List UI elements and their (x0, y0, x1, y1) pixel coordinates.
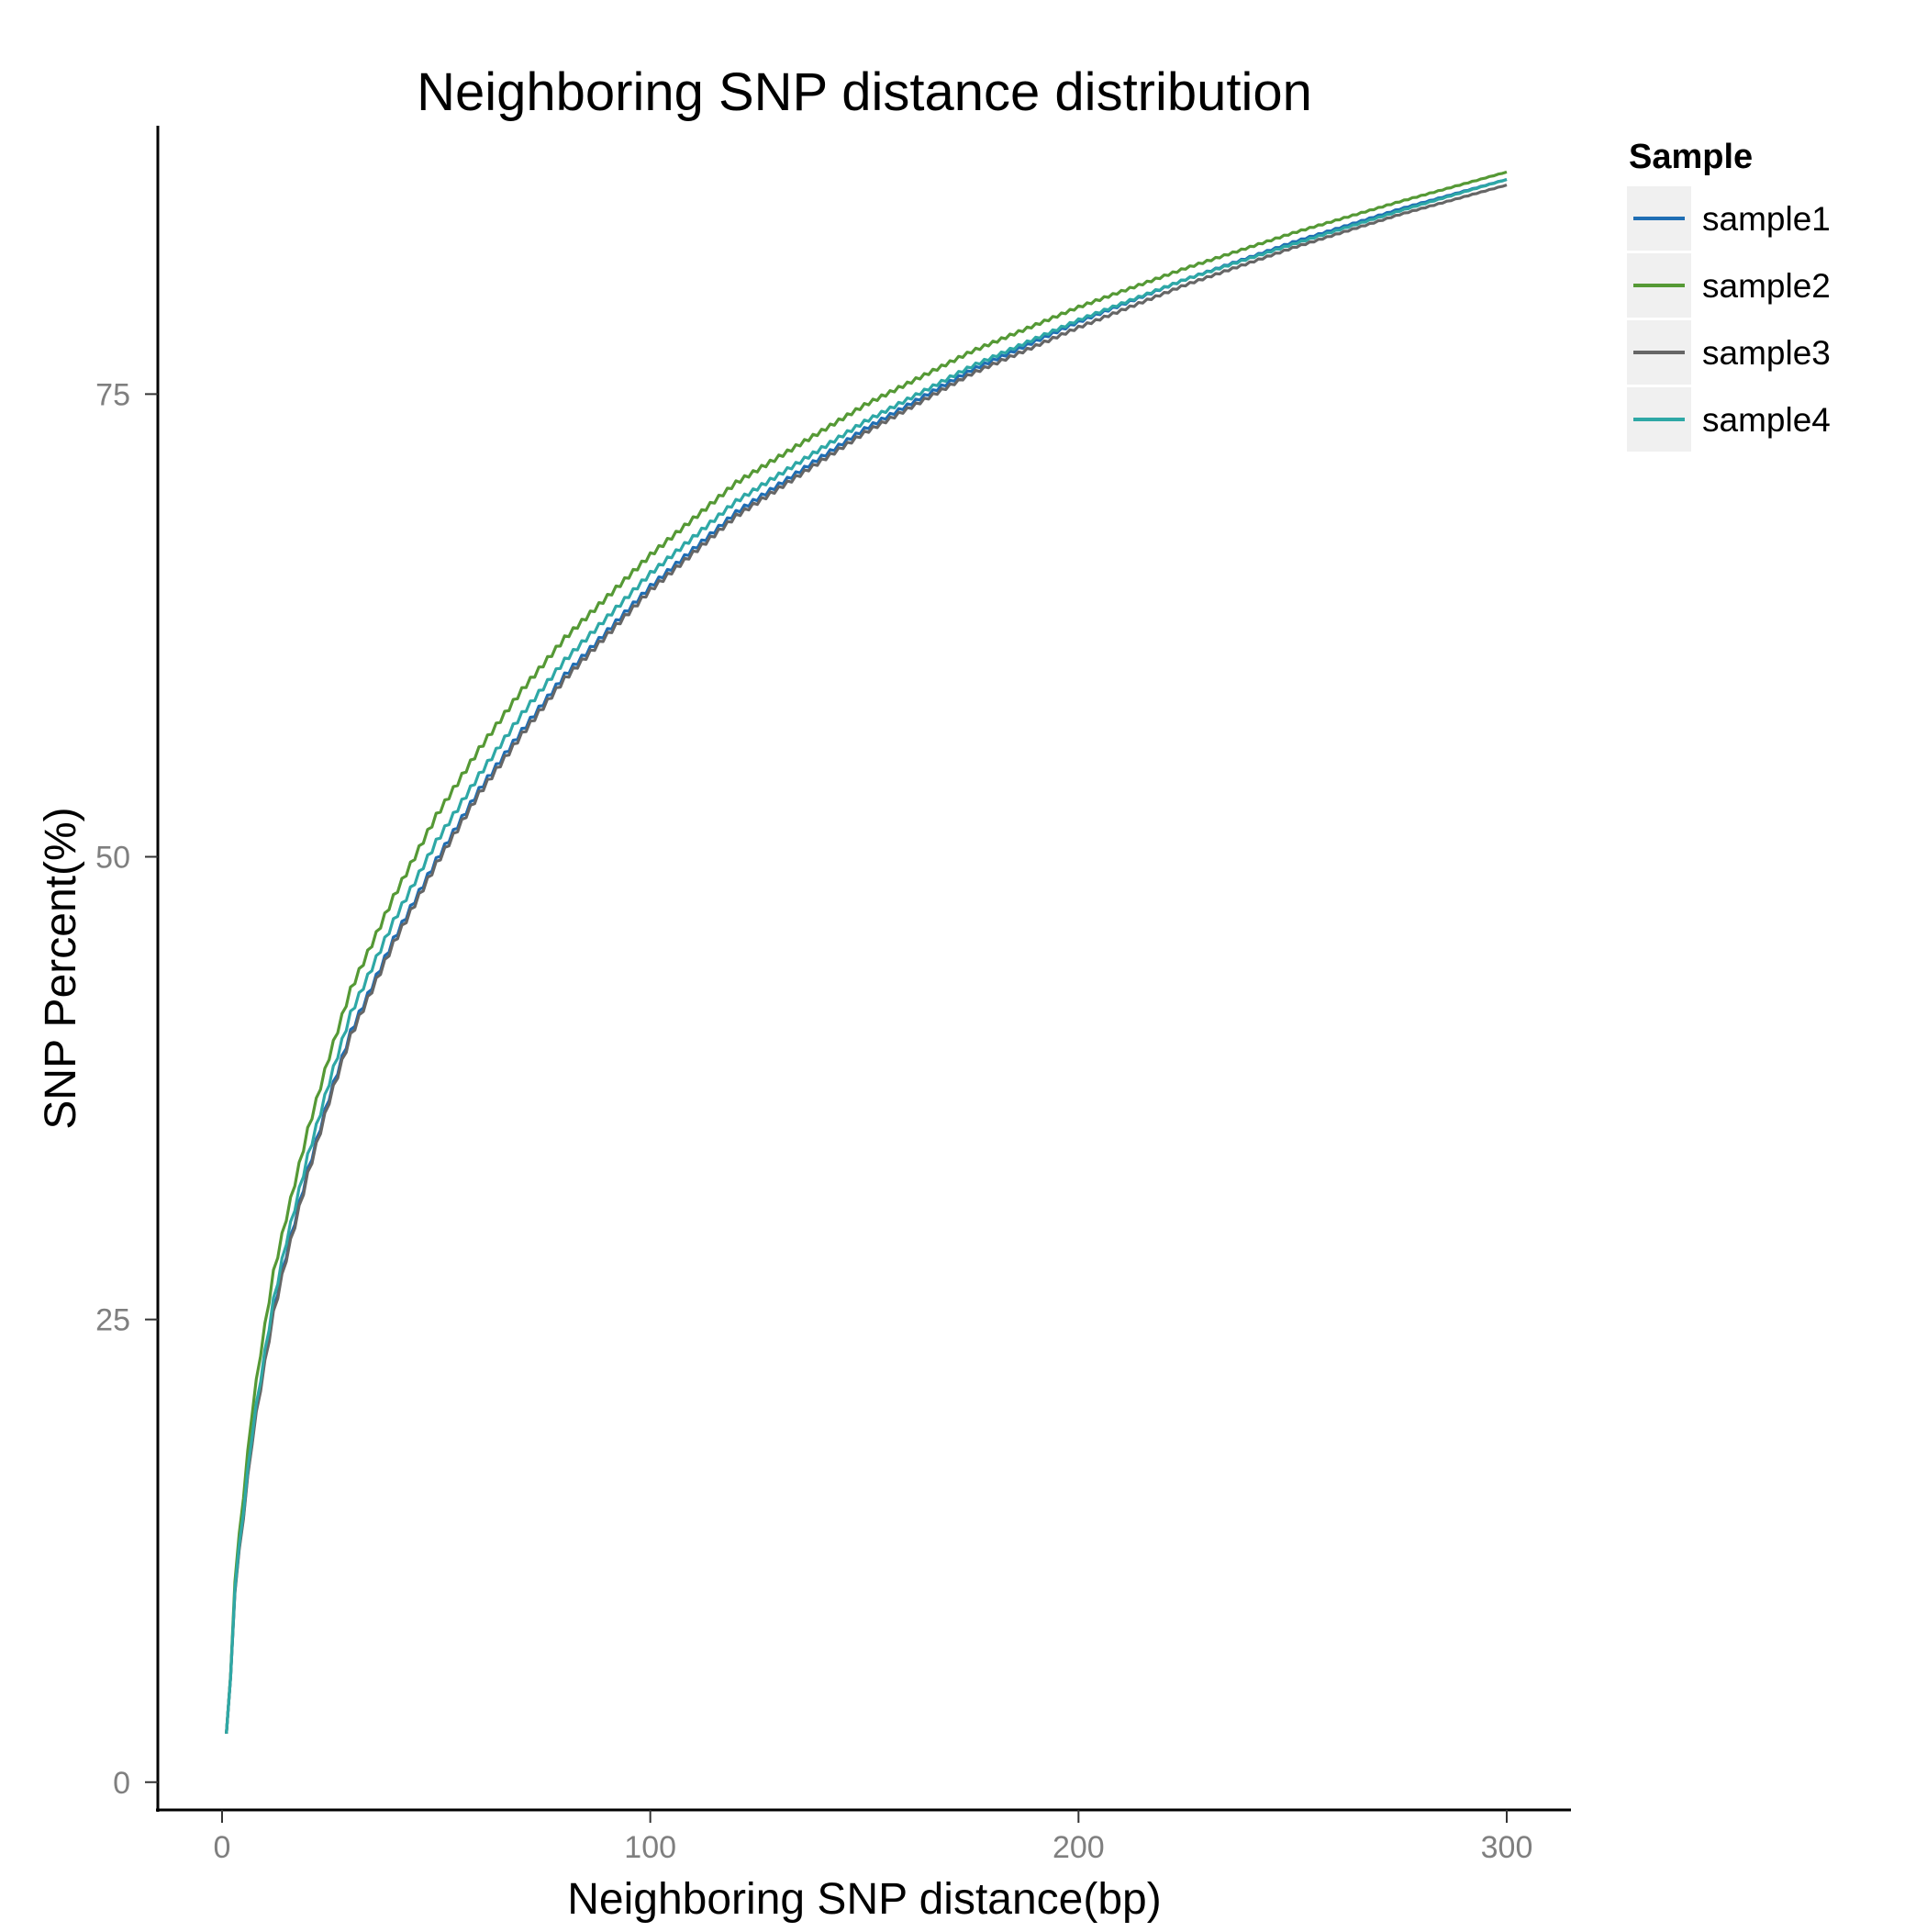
y-axis-title: SNP Percent(%) (37, 807, 85, 1129)
x-axis-ticks: 0 100 200 300 (214, 1810, 1533, 1865)
legend: Sample sample1 sample2 sample3 sample4 (1627, 138, 1831, 452)
y-tick-label: 0 (113, 1766, 130, 1801)
legend-title: Sample (1629, 138, 1753, 176)
x-tick-label: 0 (214, 1830, 231, 1865)
x-tick-label: 200 (1053, 1830, 1105, 1865)
y-tick-label: 75 (95, 377, 130, 412)
x-tick-label: 100 (624, 1830, 676, 1865)
chart-title: Neighboring SNP distance distribution (417, 62, 1312, 122)
x-axis-title: Neighboring SNP distance(bp) (567, 1875, 1161, 1924)
y-tick-label: 25 (95, 1303, 130, 1338)
series-line-sample3 (225, 183, 1508, 1735)
series-line-sample2 (225, 170, 1508, 1735)
legend-label-sample4: sample4 (1702, 401, 1831, 439)
legend-label-sample3: sample3 (1702, 334, 1831, 372)
series-line-sample4 (225, 177, 1508, 1735)
y-axis-ticks: 0 25 50 75 (95, 377, 158, 1801)
legend-items: sample1 sample2 sample3 sample4 (1627, 186, 1831, 452)
y-tick-label: 50 (95, 841, 130, 876)
legend-label-sample2: sample2 (1702, 267, 1831, 305)
x-tick-label: 300 (1481, 1830, 1533, 1865)
plot-area (225, 170, 1508, 1735)
series-line-sample1 (225, 177, 1508, 1735)
legend-label-sample1: sample1 (1702, 200, 1831, 238)
